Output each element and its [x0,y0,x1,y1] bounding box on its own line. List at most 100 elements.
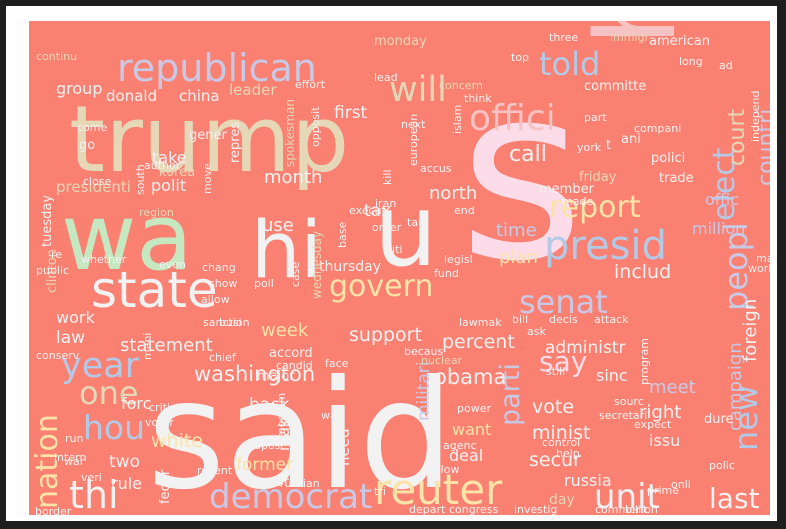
word-congress: congress [449,503,499,515]
word-reuter: reuter [374,465,503,514]
word-opposit: opposit [309,106,322,147]
word-billion: billion [625,503,658,515]
word-take: take [152,148,187,167]
word-intern: intern [54,451,86,464]
word-tuesday: tuesday [40,195,55,247]
word-whether: whether [81,253,127,266]
word-court: court [725,108,750,166]
word-south: south [134,164,147,195]
word-major: major [257,369,295,384]
word-close: close [83,175,112,188]
word-month: month [264,167,322,188]
word-democrat: democrat [209,477,372,515]
word-program: program [638,338,651,385]
word-spokesman: spokesman [283,99,297,167]
word-leader: leader [229,81,277,99]
word-forc: forc [121,394,151,413]
word-militari: militari [414,361,434,421]
word-citi: citi [386,243,402,256]
word-korea: korea [159,165,195,180]
word-dure: dure [704,412,734,427]
word-vote: vote [532,396,574,418]
word-first: first [334,103,368,123]
word-follow: follow [427,463,459,476]
word-concern: concern [439,79,483,92]
word-former: former [236,455,293,475]
word-expect: expect [634,418,672,431]
word-accord: accord [269,346,313,361]
word-polic: polic [709,459,735,472]
word-campaign: campaign [725,342,746,431]
word-help: help [556,447,580,460]
word-said: said [147,349,454,515]
word-parti: parti [495,363,526,426]
word-one: one [79,374,139,412]
word-cloud-background [29,21,770,515]
word-depart: depart [409,503,446,515]
word-nuclear: nuclear [421,354,463,367]
word-want: want [452,420,491,439]
word-islam: islam [451,105,464,134]
word-independ: independ [749,91,762,142]
word-senat: senat [519,283,608,321]
word-way: way [321,409,344,422]
word-compani: compani [634,122,681,135]
word-thi: thi [69,473,119,515]
word-show: show [209,277,237,290]
word-agenc: agenc [443,439,477,452]
word-year: year [61,346,140,386]
word-white: white [151,430,203,452]
word-face: face [325,357,349,370]
word-week: week [261,320,309,341]
word-t: t [606,138,611,153]
word-kill: kill [381,169,394,185]
word-three: three [549,31,578,44]
word-told: told [539,45,600,83]
word-s: s [459,34,584,314]
word-last: last [709,482,760,515]
word-friday: friday [579,170,617,185]
word-prime: prime [647,484,679,497]
word-tax: tax [364,201,391,221]
word-veri: veri [81,471,102,484]
word-author: author [144,159,181,172]
word-member: member [539,182,595,197]
word-two: two [109,452,140,472]
word-still: still [546,365,565,378]
word-hou: hou [83,408,145,447]
word-lead: lead [374,71,398,84]
word-thursday: thursday [319,259,381,275]
word-feder: feder [158,469,173,504]
word-long: long [679,55,703,68]
word-china: china [179,87,220,105]
word-run: run [65,432,83,445]
word-comment: comment [595,503,648,515]
word-propos: propos [243,439,281,452]
word-allow: allow [201,293,230,306]
word-unit: unit [594,477,660,515]
word-european: european [407,114,420,166]
word-foreign: foreign [740,299,761,362]
word-sanction: sanction [203,316,250,329]
word-come: come [77,121,107,134]
word-chang: chang [202,261,236,274]
word-back: back [249,395,290,415]
word-conserv: conserv [36,349,80,362]
word-york: york [577,141,602,154]
word-part: part [584,111,607,124]
word-report: report [549,190,641,225]
word-call: call [509,142,547,167]
word-ask: ask [527,325,546,338]
word-state: state [91,261,218,319]
word-presid: presid [544,223,667,269]
word-peopl: peopl [717,222,755,311]
word-investig: investig [514,503,557,515]
word-administr: administr [545,338,626,358]
word-u: u [374,172,437,289]
word-meet: meet [649,377,696,398]
word-hi: hi [251,206,322,296]
word-war: war [64,455,85,468]
word-offic: offic [705,190,739,209]
